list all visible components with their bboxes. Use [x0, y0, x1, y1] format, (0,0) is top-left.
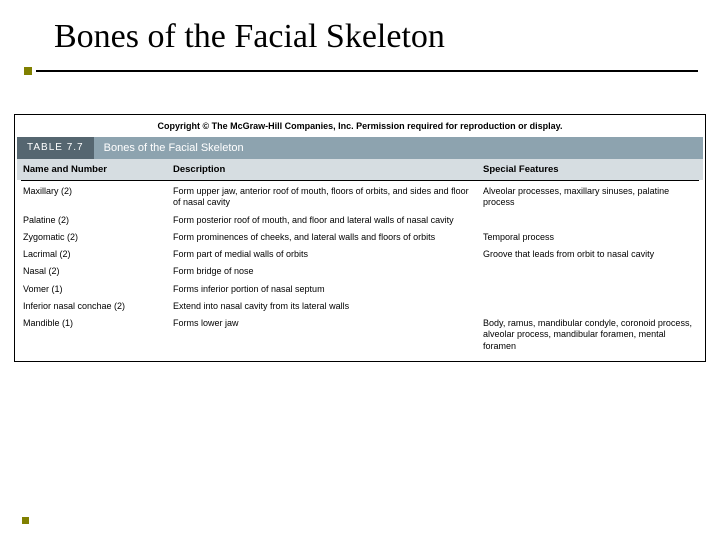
copyright-text: Copyright © The McGraw-Hill Companies, I… [17, 117, 703, 137]
table-title: Bones of the Facial Skeleton [94, 137, 703, 159]
column-headers: Name and Number Description Special Feat… [17, 159, 703, 180]
footer-bullet-icon [22, 517, 29, 524]
cell-name: Zygomatic (2) [23, 232, 173, 243]
horizontal-rule [36, 70, 698, 72]
cell-description: Form upper jaw, anterior roof of mouth, … [173, 186, 483, 209]
cell-features [483, 301, 697, 312]
col-header-name: Name and Number [23, 164, 173, 175]
cell-name: Lacrimal (2) [23, 249, 173, 260]
slide-title: Bones of the Facial Skeleton [0, 0, 720, 62]
table-row: Nasal (2)Form bridge of nose [23, 263, 697, 280]
table-row: Vomer (1)Forms inferior portion of nasal… [23, 281, 697, 298]
title-underline [0, 62, 720, 80]
cell-description: Forms lower jaw [173, 318, 483, 352]
table-row: Mandible (1)Forms lower jawBody, ramus, … [23, 315, 697, 355]
table-rows: Maxillary (2)Form upper jaw, anterior ro… [17, 181, 703, 355]
table-title-bar: TABLE 7.7 Bones of the Facial Skeleton [17, 137, 703, 159]
cell-name: Inferior nasal conchae (2) [23, 301, 173, 312]
table-number-tab: TABLE 7.7 [17, 137, 94, 159]
cell-description: Form bridge of nose [173, 266, 483, 277]
cell-description: Extend into nasal cavity from its latera… [173, 301, 483, 312]
cell-features [483, 215, 697, 226]
cell-name: Maxillary (2) [23, 186, 173, 209]
cell-name: Nasal (2) [23, 266, 173, 277]
cell-name: Vomer (1) [23, 284, 173, 295]
cell-features: Alveolar processes, maxillary sinuses, p… [483, 186, 697, 209]
cell-description: Form part of medial walls of orbits [173, 249, 483, 260]
col-header-description: Description [173, 164, 483, 175]
table-row: Lacrimal (2)Form part of medial walls of… [23, 246, 697, 263]
cell-features: Temporal process [483, 232, 697, 243]
col-header-features: Special Features [483, 164, 697, 175]
bullet-icon [24, 67, 32, 75]
cell-features: Body, ramus, mandibular condyle, coronoi… [483, 318, 697, 352]
cell-features [483, 266, 697, 277]
cell-description: Form posterior roof of mouth, and floor … [173, 215, 483, 226]
cell-description: Forms inferior portion of nasal septum [173, 284, 483, 295]
table-row: Inferior nasal conchae (2)Extend into na… [23, 298, 697, 315]
cell-features: Groove that leads from orbit to nasal ca… [483, 249, 697, 260]
table-figure: Copyright © The McGraw-Hill Companies, I… [14, 114, 706, 362]
table-row: Maxillary (2)Form upper jaw, anterior ro… [23, 183, 697, 212]
table-row: Zygomatic (2)Form prominences of cheeks,… [23, 229, 697, 246]
table-row: Palatine (2)Form posterior roof of mouth… [23, 212, 697, 229]
cell-name: Palatine (2) [23, 215, 173, 226]
cell-description: Form prominences of cheeks, and lateral … [173, 232, 483, 243]
cell-features [483, 284, 697, 295]
cell-name: Mandible (1) [23, 318, 173, 352]
